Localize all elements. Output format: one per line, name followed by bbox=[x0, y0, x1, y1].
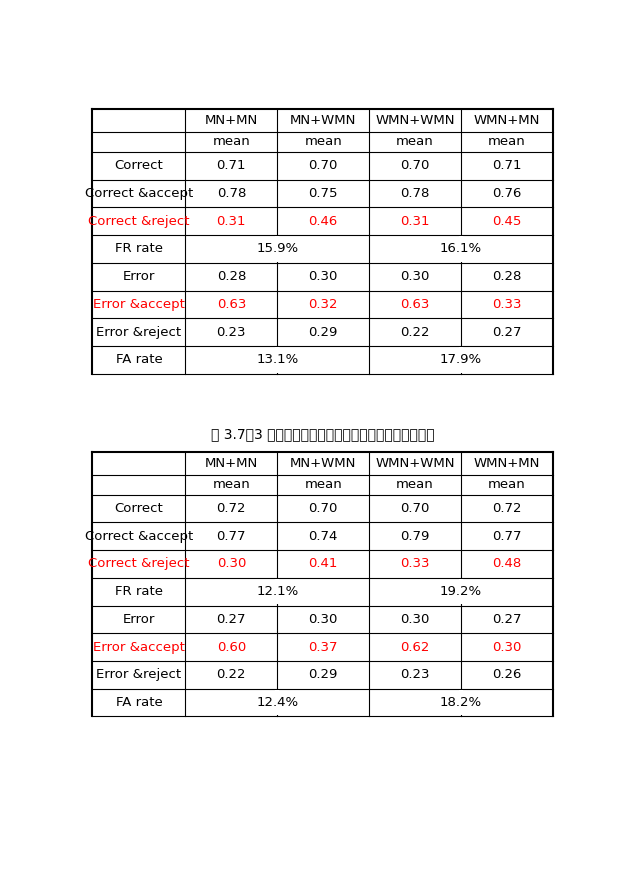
Text: 0.46: 0.46 bbox=[308, 214, 338, 228]
Text: MN+MN: MN+MN bbox=[205, 114, 258, 127]
Text: MN+WMN: MN+WMN bbox=[290, 114, 357, 127]
Text: Correct &reject: Correct &reject bbox=[88, 557, 190, 570]
Text: Correct &reject: Correct &reject bbox=[88, 214, 190, 228]
Text: 0.32: 0.32 bbox=[308, 298, 338, 311]
Text: 0.70: 0.70 bbox=[401, 159, 430, 172]
Text: mean: mean bbox=[305, 136, 342, 149]
Text: WMN+MN: WMN+MN bbox=[474, 457, 540, 470]
Text: Error: Error bbox=[122, 270, 155, 284]
Text: 12.4%: 12.4% bbox=[256, 696, 298, 709]
Text: 0.23: 0.23 bbox=[217, 326, 246, 339]
Text: Error &accept: Error &accept bbox=[93, 640, 185, 654]
Text: Error &reject: Error &reject bbox=[96, 326, 181, 339]
Text: 0.74: 0.74 bbox=[308, 529, 338, 542]
Text: mean: mean bbox=[396, 478, 434, 491]
Text: 0.30: 0.30 bbox=[401, 612, 430, 626]
Text: MN+WMN: MN+WMN bbox=[290, 457, 357, 470]
Text: 0.63: 0.63 bbox=[401, 298, 430, 311]
Text: 0.27: 0.27 bbox=[492, 612, 522, 626]
Text: 17.9%: 17.9% bbox=[440, 354, 482, 367]
Text: FR rate: FR rate bbox=[115, 242, 163, 256]
Text: 0.63: 0.63 bbox=[217, 298, 246, 311]
Text: 13.1%: 13.1% bbox=[256, 354, 298, 367]
Text: mean: mean bbox=[396, 136, 434, 149]
Text: 0.70: 0.70 bbox=[401, 502, 430, 515]
Text: 0.78: 0.78 bbox=[401, 187, 430, 200]
Text: 0.22: 0.22 bbox=[217, 668, 246, 682]
Text: Correct &accept: Correct &accept bbox=[85, 187, 193, 200]
Text: 0.71: 0.71 bbox=[217, 159, 246, 172]
Text: MN+MN: MN+MN bbox=[205, 457, 258, 470]
Text: 16.1%: 16.1% bbox=[440, 242, 482, 256]
Text: 0.22: 0.22 bbox=[400, 326, 430, 339]
Text: 0.45: 0.45 bbox=[492, 214, 522, 228]
Text: FA rate: FA rate bbox=[116, 696, 162, 709]
Text: 0.33: 0.33 bbox=[492, 298, 522, 311]
Text: 0.26: 0.26 bbox=[492, 668, 522, 682]
Text: 0.48: 0.48 bbox=[492, 557, 521, 570]
Text: 0.29: 0.29 bbox=[308, 326, 338, 339]
Text: 0.37: 0.37 bbox=[308, 640, 338, 654]
Text: 0.29: 0.29 bbox=[308, 668, 338, 682]
Text: 0.27: 0.27 bbox=[217, 612, 246, 626]
Text: 0.78: 0.78 bbox=[217, 187, 246, 200]
Text: 0.23: 0.23 bbox=[400, 668, 430, 682]
Text: 0.70: 0.70 bbox=[308, 159, 338, 172]
Text: WMN+WMN: WMN+WMN bbox=[376, 457, 455, 470]
Text: 0.76: 0.76 bbox=[492, 187, 522, 200]
Text: Error &accept: Error &accept bbox=[93, 298, 185, 311]
Text: mean: mean bbox=[212, 136, 250, 149]
Text: 0.77: 0.77 bbox=[492, 529, 522, 542]
Text: 0.28: 0.28 bbox=[217, 270, 246, 284]
Text: Correct &accept: Correct &accept bbox=[85, 529, 193, 542]
Text: 0.28: 0.28 bbox=[492, 270, 522, 284]
Text: mean: mean bbox=[305, 478, 342, 491]
Text: 15.9%: 15.9% bbox=[256, 242, 298, 256]
Text: FA rate: FA rate bbox=[116, 354, 162, 367]
Text: Correct: Correct bbox=[114, 502, 163, 515]
Text: 表 3.7：3 秒正規化方法選用及辨識結果信心指數平均値: 表 3.7：3 秒正規化方法選用及辨識結果信心指數平均値 bbox=[211, 427, 435, 441]
Text: mean: mean bbox=[488, 478, 526, 491]
Text: 12.1%: 12.1% bbox=[256, 585, 298, 598]
Text: 0.70: 0.70 bbox=[308, 502, 338, 515]
Text: 0.31: 0.31 bbox=[400, 214, 430, 228]
Text: 0.33: 0.33 bbox=[400, 557, 430, 570]
Text: 0.41: 0.41 bbox=[308, 557, 338, 570]
Text: 0.72: 0.72 bbox=[217, 502, 246, 515]
Text: 0.72: 0.72 bbox=[492, 502, 522, 515]
Text: WMN+WMN: WMN+WMN bbox=[376, 114, 455, 127]
Text: 0.30: 0.30 bbox=[217, 557, 246, 570]
Text: 0.30: 0.30 bbox=[308, 612, 338, 626]
Text: 0.30: 0.30 bbox=[308, 270, 338, 284]
Text: 0.27: 0.27 bbox=[492, 326, 522, 339]
Text: WMN+MN: WMN+MN bbox=[474, 114, 540, 127]
Text: 0.77: 0.77 bbox=[217, 529, 246, 542]
Text: 0.60: 0.60 bbox=[217, 640, 246, 654]
Text: Correct: Correct bbox=[114, 159, 163, 172]
Text: 0.62: 0.62 bbox=[401, 640, 430, 654]
Text: Error &reject: Error &reject bbox=[96, 668, 181, 682]
Text: 0.71: 0.71 bbox=[492, 159, 522, 172]
Text: Error: Error bbox=[122, 612, 155, 626]
Text: mean: mean bbox=[488, 136, 526, 149]
Text: 18.2%: 18.2% bbox=[440, 696, 482, 709]
Text: FR rate: FR rate bbox=[115, 585, 163, 598]
Text: 19.2%: 19.2% bbox=[440, 585, 482, 598]
Text: 0.75: 0.75 bbox=[308, 187, 338, 200]
Text: 0.30: 0.30 bbox=[492, 640, 522, 654]
Text: 0.30: 0.30 bbox=[401, 270, 430, 284]
Text: 0.31: 0.31 bbox=[217, 214, 246, 228]
Text: mean: mean bbox=[212, 478, 250, 491]
Text: 0.79: 0.79 bbox=[401, 529, 430, 542]
